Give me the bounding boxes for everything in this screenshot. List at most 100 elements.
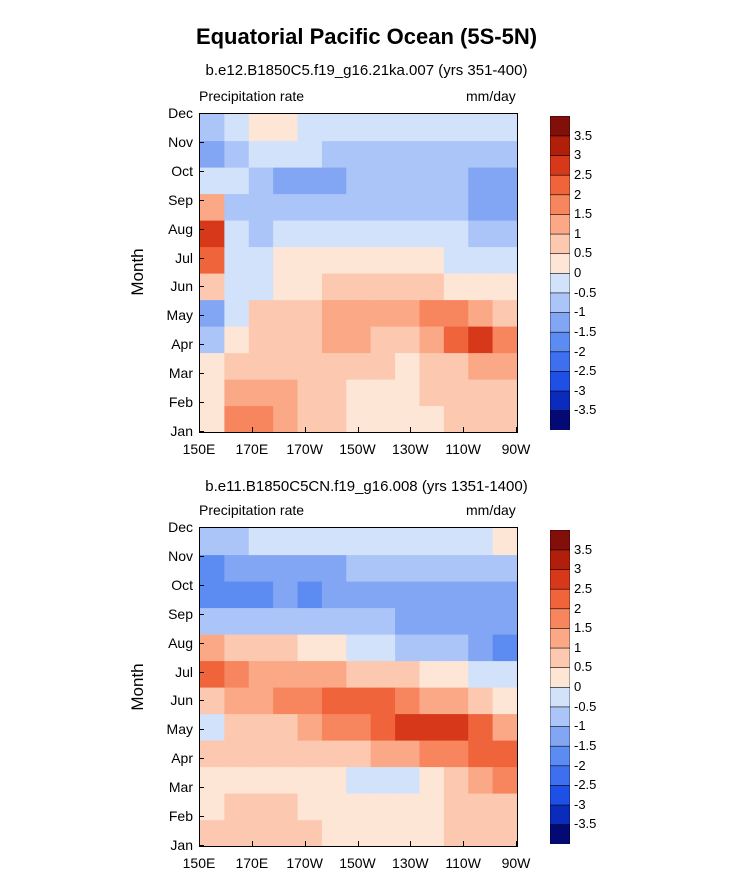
heatmap-cell (443, 740, 469, 768)
heatmap-cell (443, 819, 469, 846)
heatmap-cell (492, 634, 517, 662)
heatmap-cell (273, 273, 299, 301)
y-tick-label: Aug (168, 220, 193, 237)
heatmap-cell (273, 528, 299, 556)
colorbar-swatch (550, 549, 570, 570)
heatmap-cell (200, 167, 225, 195)
colorbar-swatch (550, 706, 570, 727)
x-tick-label: 90W (501, 441, 531, 457)
heatmap-cell (443, 713, 469, 741)
panel-1-heatmap (200, 114, 517, 432)
heatmap-cell (370, 713, 396, 741)
heatmap-cell (273, 299, 299, 327)
heatmap-cell (443, 193, 469, 221)
y-tick-label: Feb (168, 808, 193, 825)
heatmap-cell (248, 352, 274, 380)
heatmap-cell (224, 634, 250, 662)
heatmap-cell (273, 379, 299, 407)
colorbar-label: 0 (574, 679, 582, 694)
heatmap-cell (346, 634, 372, 662)
heatmap-cell (321, 740, 347, 768)
colorbar-swatch (550, 568, 570, 590)
y-tick-label: Jul (175, 663, 193, 680)
heatmap-cell (468, 326, 494, 354)
heatmap-cell (200, 220, 225, 248)
heatmap-cell (297, 379, 323, 407)
heatmap-cell (443, 581, 469, 609)
heatmap-cell (200, 140, 225, 168)
colorbar-swatch (550, 530, 570, 551)
heatmap-cell (346, 326, 372, 354)
y-tick-label: Oct (171, 162, 193, 179)
colorbar-label: 1 (574, 639, 582, 655)
heatmap-cell (321, 379, 347, 407)
colorbar-swatch (550, 686, 570, 708)
heatmap-cell (395, 193, 421, 221)
heatmap-cell (346, 660, 372, 688)
y-tick-label: Mar (168, 365, 193, 382)
heatmap-cell (321, 819, 347, 846)
heatmap-cell (468, 220, 494, 248)
heatmap-cell (273, 554, 299, 582)
y-tick-mark (199, 373, 204, 375)
heatmap-cell (224, 167, 250, 195)
colorbar-swatch (550, 390, 570, 411)
heatmap-cell (468, 167, 494, 195)
heatmap-cell (468, 246, 494, 274)
colorbar-label: 0 (574, 265, 582, 280)
colorbar-label: 2 (574, 186, 582, 202)
heatmap-cell (419, 687, 445, 715)
heatmap-cell (370, 352, 396, 380)
x-tick-label: 150E (182, 855, 216, 871)
heatmap-cell (370, 740, 396, 768)
heatmap-cell (395, 140, 421, 168)
y-tick-label: Feb (168, 394, 193, 411)
heatmap-cell (248, 793, 274, 821)
colorbar-swatch (550, 627, 570, 649)
heatmap-cell (419, 634, 445, 662)
heatmap-cell (370, 405, 396, 432)
heatmap-cell (419, 793, 445, 821)
y-tick-mark (199, 700, 204, 702)
heatmap-cell (321, 793, 347, 821)
heatmap-cell (297, 634, 323, 662)
heatmap-cell (370, 220, 396, 248)
heatmap-cell (468, 819, 494, 846)
x-tick-mark (251, 841, 253, 846)
x-tick-label: 110W (445, 855, 481, 871)
colorbar-swatch (550, 370, 570, 392)
x-tick-label: 170W (286, 855, 323, 871)
heatmap-cell (224, 607, 250, 635)
heatmap-cell (297, 581, 323, 609)
colorbar-label: 3 (574, 561, 582, 577)
heatmap-cell (468, 660, 494, 688)
heatmap-cell (492, 273, 517, 301)
colorbar-label: -2.5 (574, 777, 597, 793)
y-tick-mark (199, 584, 204, 586)
heatmap-cell (248, 687, 274, 715)
colorbar-swatch (550, 292, 570, 313)
heatmap-cell (468, 140, 494, 168)
x-tick-mark (199, 841, 200, 846)
heatmap-cell (419, 140, 445, 168)
heatmap-cell (248, 193, 274, 221)
heatmap-cell (443, 554, 469, 582)
heatmap-cell (200, 607, 225, 635)
heatmap-cell (370, 379, 396, 407)
heatmap-cell (248, 554, 274, 582)
heatmap-cell (224, 140, 250, 168)
heatmap-cell (492, 607, 517, 635)
y-tick-label: Aug (168, 634, 193, 651)
colorbar-label: 2 (574, 600, 582, 616)
y-tick-mark (199, 642, 204, 644)
heatmap-cell (419, 299, 445, 327)
heatmap-cell (248, 405, 274, 432)
heatmap-cell (297, 193, 323, 221)
x-tick-label: 170E (235, 441, 269, 457)
heatmap-cell (224, 528, 250, 556)
heatmap-cell (224, 273, 250, 301)
colorbar-swatch (550, 253, 570, 274)
y-tick-mark (199, 113, 204, 114)
y-tick-mark (199, 315, 204, 317)
heatmap-cell (492, 660, 517, 688)
